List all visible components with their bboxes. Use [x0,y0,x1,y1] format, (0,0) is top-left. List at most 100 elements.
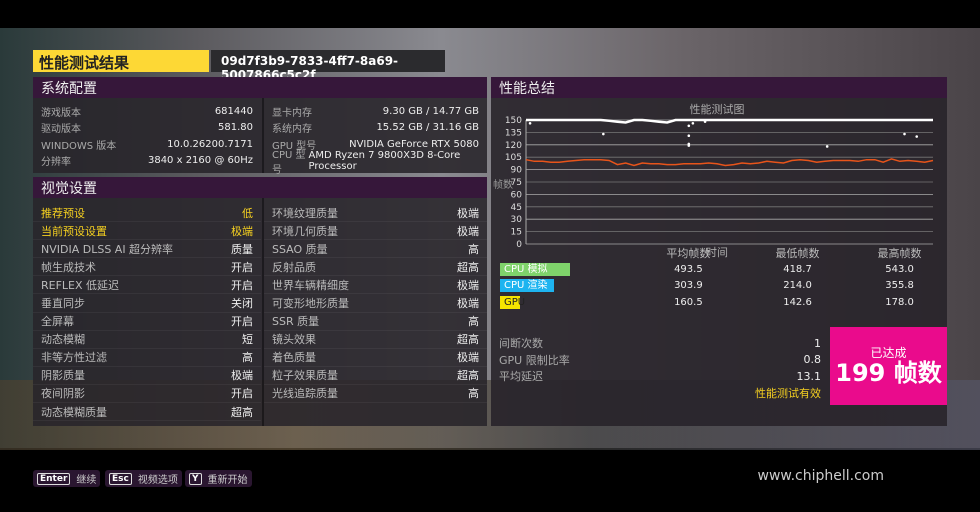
y-tick-label: 45 [511,203,522,213]
setting-row: 游戏版本 681440 [33,103,261,120]
summary-header: 性能总结 [491,77,947,98]
max-value: 543.0 [885,263,914,275]
achieved-label: 已达成 [870,346,907,360]
setting-row: 动态模糊 短 [33,331,261,349]
setting-row: 光线追踪质量 高 [264,385,487,404]
setting-label: 全屏幕 [41,315,74,329]
setting-row: 系统内存 15.52 GB / 31.16 GB [264,120,487,137]
min-value: 142.6 [783,296,812,308]
setting-value: 581.80 [218,122,253,134]
setting-label: NVIDIA DLSS AI 超分辨率 [41,242,174,256]
cpu-fps-line [525,158,934,167]
col-max: 最高帧数 [877,247,922,260]
setting-row: 垂直同步 关闭 [33,294,261,313]
setting-label: 可变形地形质量 [272,297,349,311]
setting-row: 夜间阴影 开启 [33,385,261,404]
setting-row: REFLEX 低延迟 开启 [33,276,261,295]
setting-value: 3840 x 2160 @ 60Hz [147,155,253,167]
outlier-point [691,122,695,125]
setting-value: 开启 [231,387,253,401]
setting-label: 镜头效果 [272,333,316,347]
setting-row: CPU 型号 AMD Ryzen 7 9800X3D 8-Core Process… [264,149,487,176]
setting-row: 分辨率 3840 x 2160 @ 60Hz [33,153,261,170]
setting-row: 推荐预设 低 [33,204,261,223]
setting-value: 高 [468,387,479,401]
outlier-point [687,144,691,147]
benchmark-valid: 性能测试有效 [755,386,821,400]
setting-row: 粒子效果质量 超高 [264,367,487,385]
setting-value: 高 [468,242,479,256]
gpu-fps-line [526,118,933,124]
footer-button-label: 视频选项 [137,475,178,486]
setting-row: 可变形地形质量 极端 [264,294,487,313]
setting-label: 粒子效果质量 [272,369,338,383]
setting-label: 阴影质量 [41,369,85,383]
setting-value: 极端 [457,206,479,220]
setting-label: 动态模糊 [41,333,85,347]
outlier-point [903,132,906,136]
achieved-value: 199 帧数 [835,359,942,387]
setting-row: 非等方性过滤 高 [33,349,261,367]
setting-value: 高 [468,315,479,329]
setting-row: 镜头效果 超高 [264,331,487,349]
setting-label: 非等方性过滤 [41,351,107,365]
setting-value: NVIDIA GeForce RTX 5080 [349,138,479,150]
page-title: 性能测试结果 [33,50,209,72]
setting-value: 10.0.26200.7171 [167,138,253,150]
outlier-point [687,124,691,128]
y-tick-label: 90 [511,166,523,176]
footer-button-y[interactable]: Y 重新开始 [185,470,252,487]
key-hint: Esc [109,472,132,485]
setting-label: 垂直同步 [41,297,85,311]
outlier-point [602,132,605,136]
setting-value: 质量 [231,242,253,256]
outlier-point [825,145,829,148]
outlier-point [687,134,691,138]
min-value: 418.7 [783,263,812,275]
setting-row: SSR 质量 高 [264,313,487,331]
setting-value: 9.30 GB / 14.77 GB [382,105,479,117]
stats-row: CPU 模拟 493.5 418.7 543.0 [491,261,947,278]
y-tick-label: 0 [516,240,522,250]
setting-label: 系统内存 [272,124,312,136]
setting-label: 游戏版本 [41,107,81,119]
setting-label: 着色质量 [272,351,316,365]
setting-value: 极端 [457,278,479,292]
fps-stats-table: 平均帧数 最低帧数 最高帧数 CPU 模拟 493.5 418.7 543.0 CPU … [491,245,947,311]
setting-value: 高 [242,351,253,365]
setting-row: 当前预设设置 极端 [33,222,261,241]
setting-value: 关闭 [231,297,253,311]
extra-label: GPU 限制比率 [499,353,570,367]
y-tick-label: 135 [505,128,522,138]
y-tick-label: 30 [511,215,523,225]
setting-label: 推荐预设 [41,206,85,220]
system-config-panel: 系统配置 游戏版本 681440 驱动版本 581.80 WINDOWS 版本 10.0.… [33,77,487,176]
setting-row: SSAO 质量 高 [264,240,487,259]
footer-button-label: 重新开始 [207,475,248,486]
setting-value: 短 [242,333,253,347]
system-config-header: 系统配置 [33,77,487,98]
key-hint: Enter [37,472,71,485]
setting-row: 帧生成技术 开启 [33,258,261,277]
benchmark-extra-stats: 间断次数 1 GPU 限制比率 0.8 平均延迟 13.1 性能测试有效 [491,327,829,407]
col-min: 最低帧数 [775,247,820,260]
setting-label: SSR 质量 [272,315,320,329]
max-value: 355.8 [885,280,914,292]
setting-row: 驱动版本 581.80 [33,120,261,137]
setting-value: 超高 [457,369,479,383]
setting-value: 681440 [214,105,253,117]
setting-label: 光线追踪质量 [272,387,338,401]
max-value: 178.0 [885,296,914,308]
benchmark-id: 09d7f3b9-7833-4ff7-8a69-5007866c5c2f [211,50,445,82]
setting-label: 世界车辆精细度 [272,278,349,292]
setting-value: 开启 [231,260,253,274]
extra-value: 1 [814,336,821,350]
setting-value: 超高 [457,260,479,274]
setting-row: WINDOWS 版本 10.0.26200.7171 [33,136,261,153]
footer-button-enter[interactable]: Enter 继续 [33,470,101,487]
avg-value: 160.5 [674,296,703,308]
setting-value: AMD Ryzen 7 9800X3D 8-Core Processor [308,149,461,172]
setting-value: 超高 [231,405,253,419]
chart-xlabel: 时间 [706,246,728,259]
footer-button-esc[interactable]: Esc 视频选项 [105,470,182,487]
